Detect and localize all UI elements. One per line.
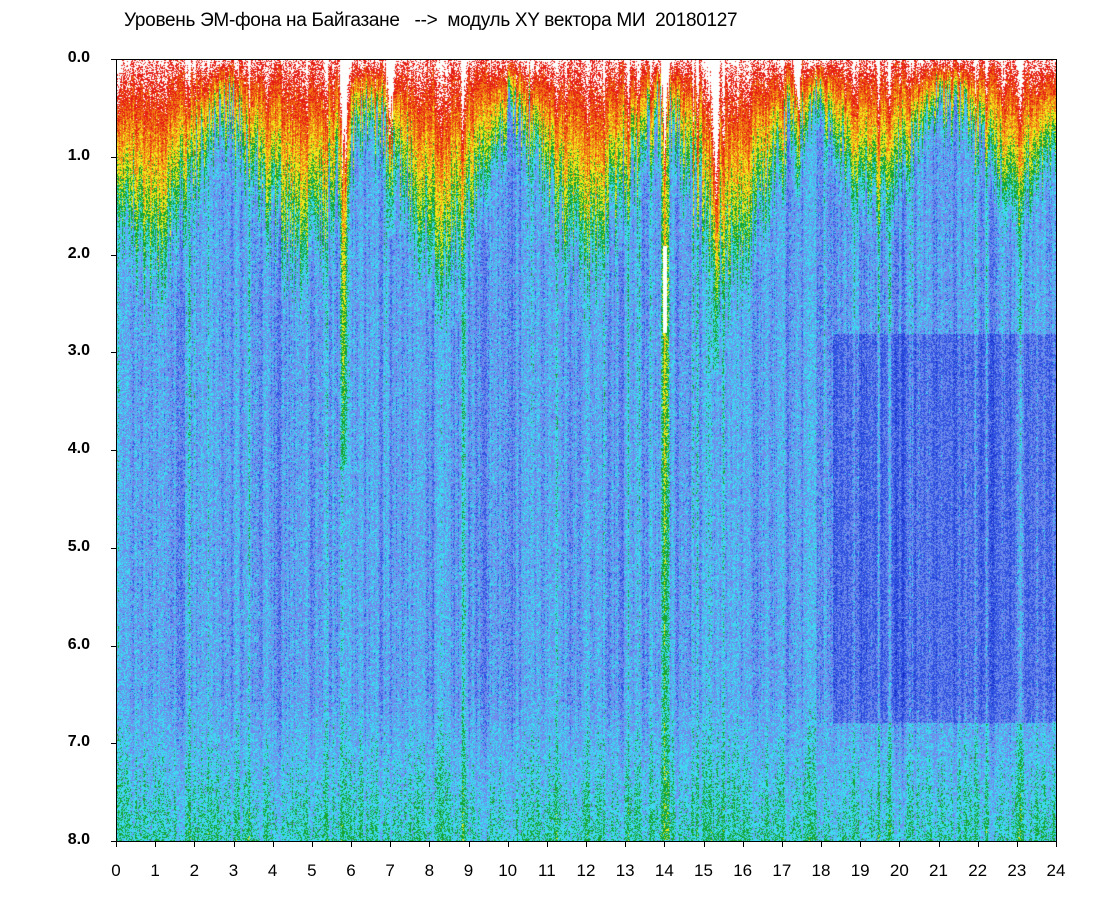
y-tick-label: 7.0 <box>67 733 90 751</box>
x-tick-mark <box>586 842 587 847</box>
y-tick-label: 6.0 <box>67 635 90 653</box>
y-tick-label: 5.0 <box>67 537 90 555</box>
y-tick-label: 8.0 <box>67 831 90 848</box>
x-tick-label: 1 <box>150 861 160 880</box>
x-tick-label: 10 <box>498 861 518 880</box>
y-tick-label: 2.0 <box>67 244 90 262</box>
x-tick-mark <box>742 842 744 847</box>
x-tick-label: 21 <box>929 861 948 880</box>
x-tick-label: 19 <box>850 861 870 880</box>
x-tick-mark <box>116 842 117 847</box>
x-tick-label: 16 <box>733 861 753 880</box>
x-tick-mark <box>507 842 509 847</box>
y-tick-mark <box>111 450 116 451</box>
x-tick-mark <box>546 842 548 847</box>
y-tick-mark <box>111 352 116 354</box>
x-tick-label: 11 <box>538 861 556 880</box>
x-tick-label: 15 <box>694 861 713 880</box>
x-tick-label: 6 <box>346 861 356 880</box>
x-tick-label: 7 <box>385 861 395 880</box>
x-tick-label: 5 <box>307 861 317 880</box>
x-tick-label: 0 <box>111 861 121 880</box>
y-tick-mark <box>111 743 116 745</box>
x-tick-label: 12 <box>576 861 596 880</box>
x-tick-mark <box>664 842 666 847</box>
x-tick-mark <box>311 842 313 847</box>
x-tick-mark <box>703 842 705 847</box>
x-tick-mark <box>938 842 940 847</box>
y-tick-mark <box>111 645 116 647</box>
y-tick-label: 1.0 <box>67 146 90 164</box>
spectrogram-heatmap <box>117 60 1056 841</box>
x-tick-mark <box>1056 842 1057 847</box>
x-tick-label: 13 <box>615 861 635 880</box>
x-tick-mark <box>233 842 235 847</box>
y-tick-mark <box>111 156 116 158</box>
x-tick-mark <box>351 842 352 847</box>
x-tick-mark <box>390 842 392 847</box>
x-tick-label: 24 <box>1046 861 1066 880</box>
x-tick-mark <box>429 842 431 847</box>
y-tick-label: 3.0 <box>67 342 90 360</box>
x-tick-mark <box>899 842 901 847</box>
x-tick-mark <box>821 842 822 847</box>
x-tick-label: 22 <box>968 861 988 880</box>
x-tick-label: 8 <box>424 861 435 880</box>
x-tick-label: 23 <box>1007 861 1027 880</box>
x-tick-mark <box>155 842 157 847</box>
x-tick-label: 2 <box>189 861 200 880</box>
plot-area <box>116 59 1057 842</box>
y-tick-mark <box>111 254 116 256</box>
y-tick-mark <box>111 59 116 60</box>
y-tick-mark <box>111 547 116 549</box>
x-tick-mark <box>860 842 862 847</box>
y-tick-label: 0.0 <box>67 49 90 66</box>
x-tick-mark <box>1016 842 1018 847</box>
y-tick-mark <box>111 841 116 842</box>
x-tick-mark <box>781 842 783 847</box>
x-tick-label: 18 <box>811 861 831 880</box>
x-tick-label: 14 <box>654 861 674 880</box>
x-tick-label: 9 <box>463 861 474 880</box>
x-tick-mark <box>272 842 274 847</box>
x-tick-mark <box>194 842 196 847</box>
x-tick-mark <box>468 842 470 847</box>
y-tick-label: 4.0 <box>67 440 90 457</box>
x-tick-label: 17 <box>772 861 792 880</box>
chart-title: Уровень ЭМ-фона на Байгазане --> модуль … <box>124 10 738 31</box>
x-tick-label: 20 <box>889 861 909 880</box>
x-tick-mark <box>977 842 979 847</box>
x-tick-mark <box>625 842 627 847</box>
x-tick-label: 3 <box>228 861 239 880</box>
x-tick-label: 4 <box>267 861 278 880</box>
